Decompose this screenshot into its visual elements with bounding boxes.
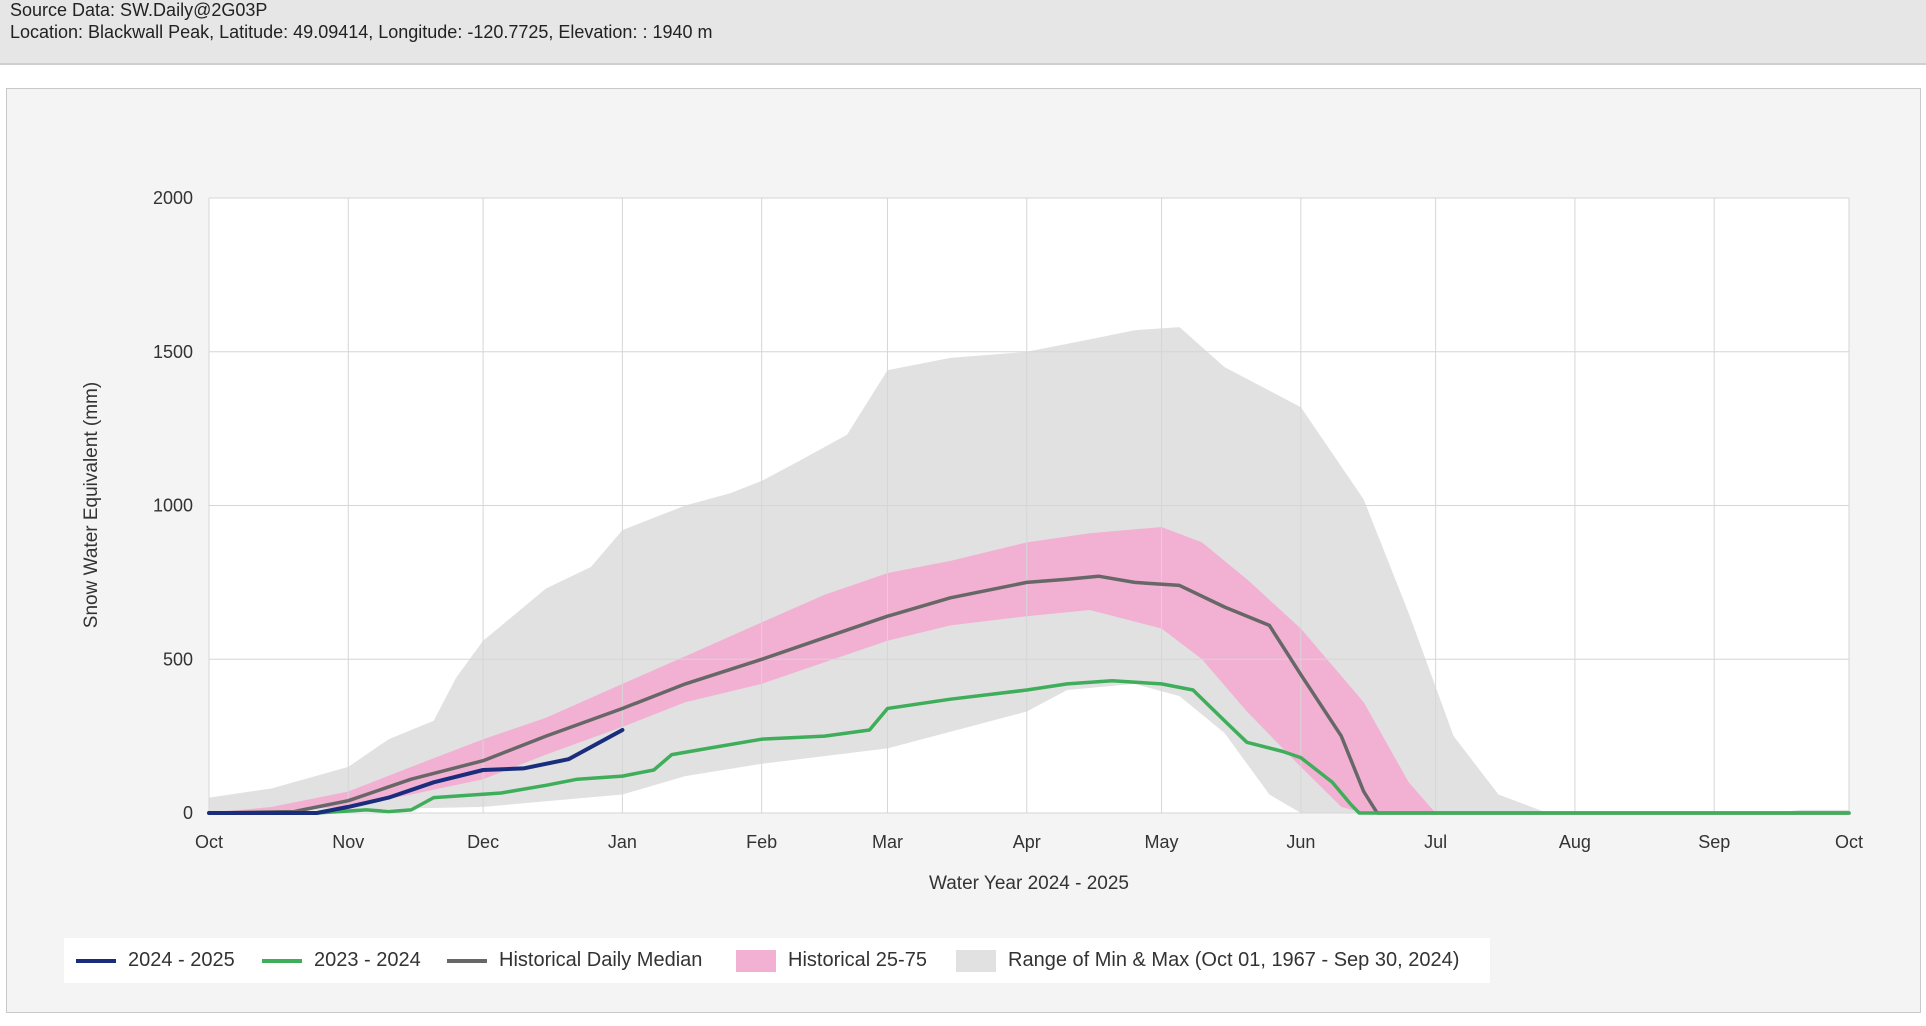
source-label: Source Data: SW.Daily@2G03P: [10, 0, 268, 20]
legend-swatch-previous: [262, 958, 302, 963]
median-line: [207, 574, 1851, 815]
legend-item-median[interactable]: Historical Daily Median: [447, 938, 702, 983]
y-tick-label: 500: [163, 649, 193, 669]
x-tick-labels: Oct Nov Dec Jan Feb Mar Apr May Jun Jul Aug Sep Oct: [195, 832, 1863, 852]
legend-label-previous: 2023 - 2024: [314, 949, 421, 971]
chart-panel: Oct Nov Dec Jan Feb Mar Apr May Jun Jul Aug Sep Oct …: [6, 88, 1921, 1013]
x-tick-label: Dec: [467, 832, 499, 852]
y-tick-label: 0: [183, 803, 193, 823]
swe-chart: Oct Nov Dec Jan Feb Mar Apr May Jun Jul Aug Sep Oct …: [81, 188, 1863, 894]
current-year-line: [207, 728, 625, 815]
x-tick-label: May: [1145, 832, 1179, 852]
x-tick-label: Apr: [1013, 832, 1041, 852]
legend-label-quartiles: Historical 25-75: [788, 949, 927, 971]
legend-item-minmax[interactable]: Range of Min & Max (Oct 01, 1967 - Sep 3…: [956, 938, 1459, 983]
legend-item-quartiles[interactable]: Historical 25-75: [736, 938, 927, 983]
page-header: Source Data: SW.Daily@2G03P Location: Bl…: [0, 0, 1926, 65]
legend-swatch-minmax: [956, 949, 996, 972]
x-tick-label: Oct: [1835, 832, 1863, 852]
legend-item-current[interactable]: 2024 - 2025: [76, 938, 235, 983]
legend-label-median: Historical Daily Median: [499, 949, 703, 971]
x-tick-label: Nov: [332, 832, 364, 852]
x-tick-label: Jan: [608, 832, 637, 852]
y-tick-label: 2000: [153, 188, 193, 208]
y-tick-labels: 0 500 1000 1500 2000: [153, 188, 193, 823]
x-axis-label: Water Year 2024 - 2025: [929, 873, 1129, 894]
x-tick-label: Feb: [746, 832, 777, 852]
series-layer: [207, 574, 1851, 815]
y-tick-label: 1000: [153, 496, 193, 516]
x-tick-label: Sep: [1698, 832, 1730, 852]
y-axis-label: Snow Water Equivalent (mm): [81, 382, 102, 628]
legend-swatch-current: [76, 958, 116, 963]
x-tick-label: Jun: [1286, 832, 1315, 852]
legend-label-current: 2024 - 2025: [128, 949, 235, 971]
x-tick-label: Mar: [872, 832, 903, 852]
x-tick-label: Aug: [1559, 832, 1591, 852]
legend-swatch-median: [447, 958, 487, 963]
bands-layer: [209, 327, 1849, 813]
legend-item-previous[interactable]: 2023 - 2024: [262, 938, 421, 983]
x-tick-label: Jul: [1424, 832, 1447, 852]
legend-label-minmax: Range of Min & Max (Oct 01, 1967 - Sep 3…: [1008, 949, 1460, 971]
previous-year-line: [207, 679, 1851, 815]
x-tick-label: Oct: [195, 832, 223, 852]
y-tick-label: 1500: [153, 342, 193, 362]
quartile-band: [209, 527, 1849, 813]
chart-legend: 2024 - 2025 2023 - 2024 Historical Daily…: [64, 938, 1490, 983]
legend-swatch-quartiles: [736, 949, 776, 972]
location-label: Location: Blackwall Peak, Latitude: 49.0…: [10, 22, 713, 42]
